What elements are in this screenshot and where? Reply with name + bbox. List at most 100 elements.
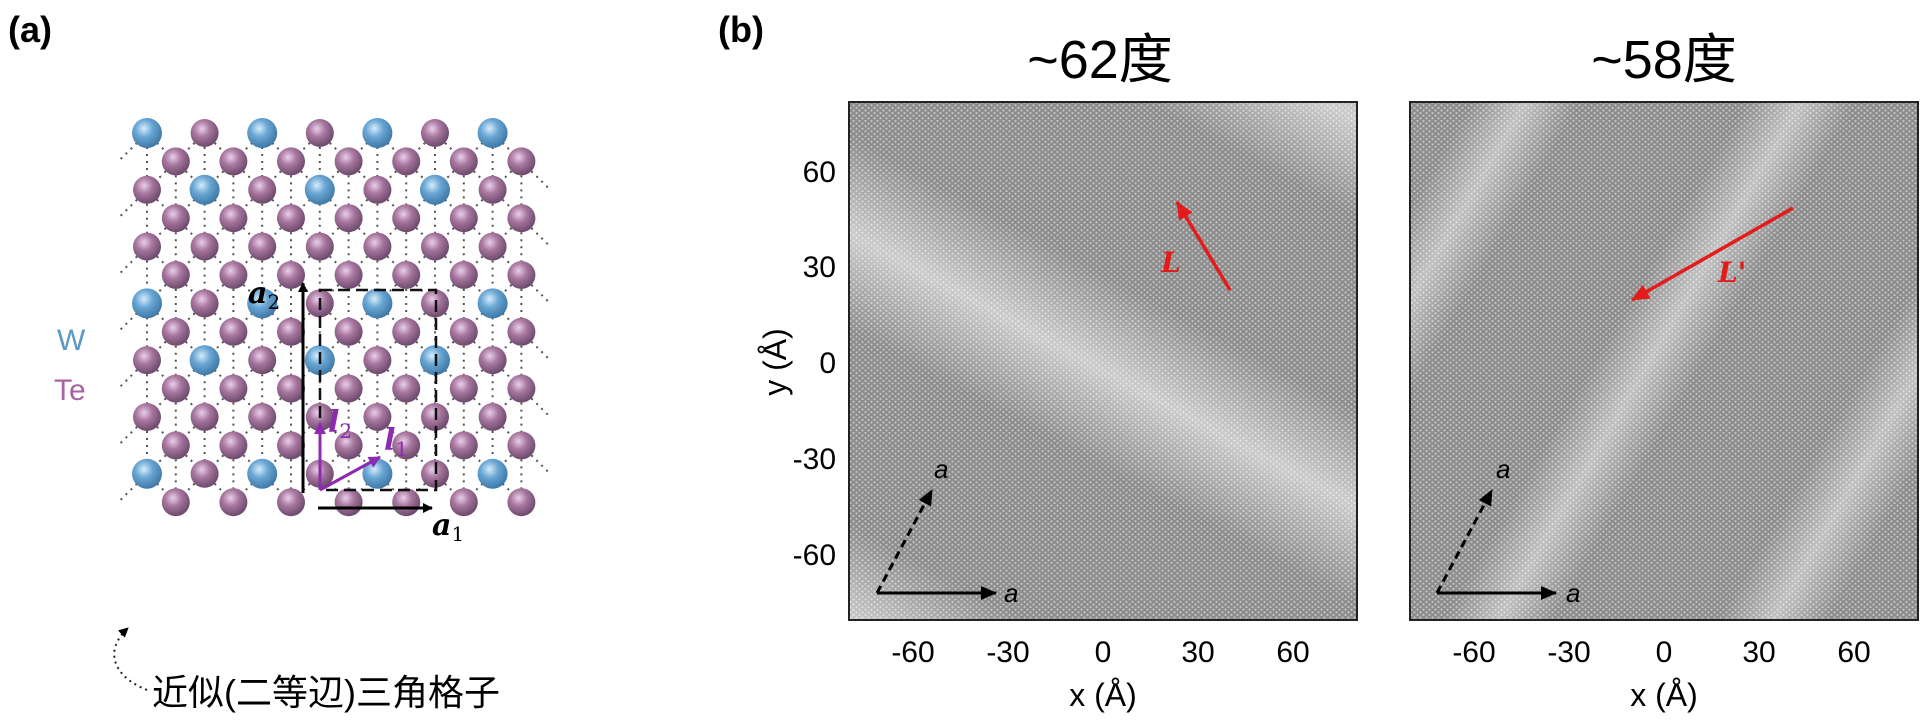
y-tick-label: 60 bbox=[803, 156, 836, 189]
te-atom bbox=[334, 261, 363, 289]
te-atom bbox=[248, 175, 277, 204]
te-atom bbox=[392, 204, 421, 233]
te-atom bbox=[161, 147, 190, 176]
te-atom bbox=[478, 346, 507, 375]
te-atom bbox=[219, 431, 248, 460]
te-atom bbox=[449, 317, 478, 346]
w-atom bbox=[477, 118, 508, 148]
te-atom bbox=[507, 261, 536, 289]
w-atom bbox=[362, 288, 393, 319]
right-x-axis-label: x (Å) bbox=[1630, 677, 1698, 713]
lattice-bonds bbox=[117, 132, 551, 503]
te-atom bbox=[507, 317, 536, 346]
left-moire-image bbox=[849, 102, 1357, 620]
x-tick-label: 30 bbox=[1742, 636, 1775, 669]
w-atom bbox=[189, 345, 220, 376]
te-atom bbox=[392, 317, 421, 346]
te-atom bbox=[248, 232, 277, 261]
te-atom bbox=[507, 204, 536, 233]
te-atom bbox=[449, 204, 478, 233]
te-atom bbox=[277, 261, 305, 289]
x-tick-label: 30 bbox=[1181, 636, 1214, 669]
te-atom bbox=[248, 403, 277, 431]
right-basis-diag bbox=[1435, 489, 1494, 594]
left-title: ~62度 bbox=[1027, 30, 1173, 90]
l1-vector bbox=[319, 455, 381, 492]
w-atom bbox=[132, 458, 162, 489]
left-basis-diag bbox=[875, 489, 934, 594]
te-atom bbox=[449, 261, 478, 289]
caption-pointer bbox=[113, 627, 148, 691]
te-atom bbox=[161, 374, 190, 403]
te-atom bbox=[305, 119, 334, 147]
te-atom bbox=[334, 488, 363, 517]
w-atom bbox=[362, 118, 393, 148]
te-atom bbox=[507, 374, 536, 403]
te-atom bbox=[277, 374, 305, 403]
w-atom bbox=[247, 288, 278, 319]
te-atom bbox=[133, 232, 161, 261]
left-x-ticks: -60 -30 0 30 60 bbox=[891, 636, 1309, 669]
te-atom bbox=[277, 317, 305, 346]
te-atom bbox=[421, 119, 449, 147]
te-atom bbox=[190, 232, 219, 261]
te-atom bbox=[507, 431, 536, 460]
te-atom bbox=[219, 374, 248, 403]
te-atom bbox=[161, 204, 190, 233]
te-atom bbox=[363, 232, 392, 261]
w-atom bbox=[420, 174, 450, 205]
te-atom bbox=[277, 147, 305, 176]
te-atom bbox=[392, 488, 421, 517]
left-x-axis-label: x (Å) bbox=[1069, 677, 1137, 713]
y-axis-label: y (Å) bbox=[757, 328, 793, 396]
x-tick-label: -60 bbox=[891, 636, 934, 669]
x-tick-label: -60 bbox=[1452, 636, 1495, 669]
te-atom bbox=[449, 147, 478, 176]
unit-cell bbox=[318, 288, 438, 492]
te-atom bbox=[219, 261, 248, 289]
right-L-label: L' bbox=[1717, 256, 1746, 289]
right-plot-frame bbox=[1409, 101, 1919, 621]
y-tick-label: 0 bbox=[819, 347, 836, 380]
te-atom bbox=[478, 175, 507, 204]
te-atom bbox=[219, 317, 248, 346]
right-basis-label-1: a bbox=[1496, 454, 1510, 484]
l1-label: l1 bbox=[384, 423, 408, 461]
te-atom bbox=[161, 317, 190, 346]
left-basis-label-2: a bbox=[1004, 578, 1018, 608]
y-tick-label: 30 bbox=[803, 251, 836, 284]
x-tick-label: -30 bbox=[986, 636, 1029, 669]
lattice-bond-lines bbox=[117, 132, 551, 503]
te-atom bbox=[334, 431, 363, 460]
te-atom bbox=[161, 261, 190, 289]
w-atom bbox=[189, 174, 220, 205]
te-atom bbox=[363, 175, 392, 204]
te-atom bbox=[421, 232, 449, 261]
w-atom bbox=[247, 118, 278, 148]
te-atom bbox=[190, 119, 219, 147]
lattice-caption: 近似(二等辺)三角格子 bbox=[152, 672, 500, 713]
te-atom bbox=[190, 459, 219, 488]
panel-b-label: (b) bbox=[718, 9, 764, 50]
a1-label: a1 bbox=[432, 508, 464, 546]
te-atom bbox=[392, 374, 421, 403]
te-atom bbox=[478, 232, 507, 261]
te-atom bbox=[133, 346, 161, 375]
te-atom bbox=[392, 431, 421, 460]
te-atom bbox=[190, 289, 219, 318]
te-atom bbox=[449, 431, 478, 460]
right-basis-label-2: a bbox=[1566, 578, 1580, 608]
right-title: ~58度 bbox=[1591, 30, 1737, 90]
te-atom bbox=[219, 147, 248, 176]
te-atom bbox=[219, 204, 248, 233]
x-tick-label: 60 bbox=[1276, 636, 1309, 669]
te-atom bbox=[507, 147, 536, 176]
te-atom bbox=[161, 431, 190, 460]
x-tick-label: 0 bbox=[1656, 636, 1673, 669]
te-atom bbox=[334, 317, 363, 346]
right-L-arrow bbox=[1631, 206, 1794, 302]
te-atom bbox=[478, 403, 507, 431]
left-basis-label-1: a bbox=[934, 454, 948, 484]
x-tick-label: 60 bbox=[1837, 636, 1870, 669]
w-atom bbox=[477, 458, 508, 489]
